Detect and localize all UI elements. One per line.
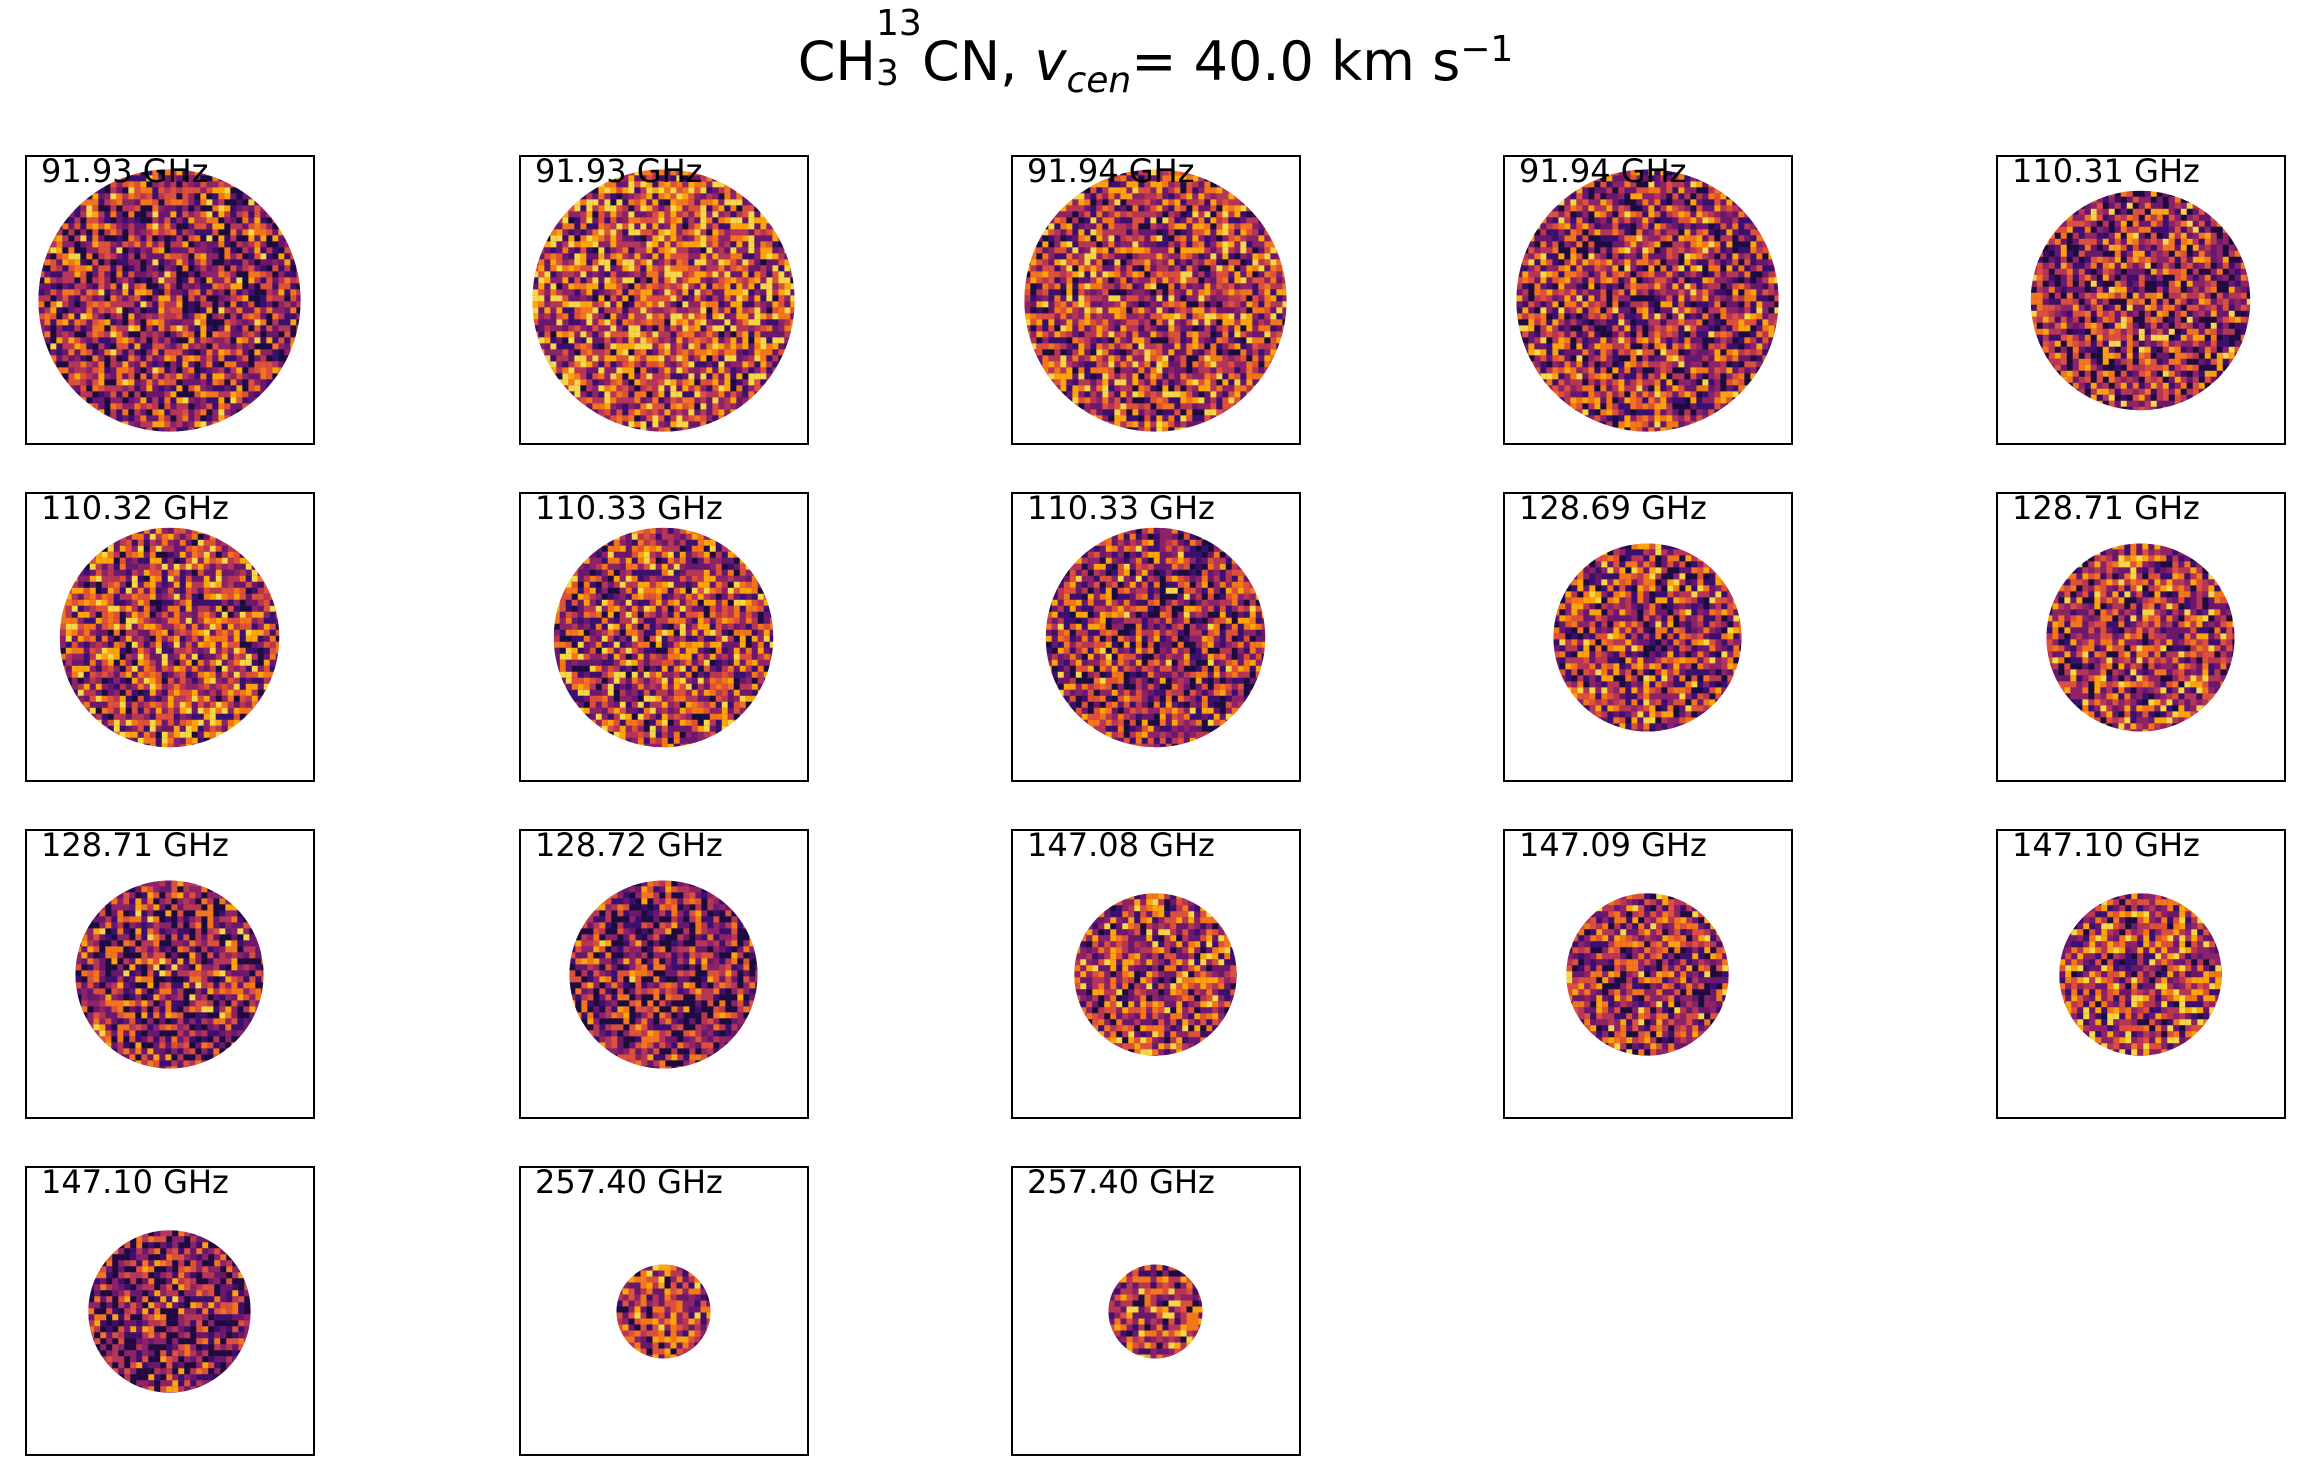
channel-map-panel: 147.08 GHz — [1011, 829, 1301, 1119]
noise-disk — [38, 169, 301, 432]
noise-disk — [1074, 893, 1237, 1056]
panel-frequency-label: 110.31 GHz — [2012, 155, 2200, 190]
noise-disk — [532, 169, 795, 432]
channel-map-panel: 147.10 GHz — [25, 1166, 315, 1456]
channel-map-panel: 91.93 GHz — [519, 155, 809, 445]
noise-disk — [75, 880, 264, 1069]
noise-disk — [2059, 893, 2222, 1056]
panel-frequency-label: 147.09 GHz — [1519, 829, 1707, 864]
panel-frequency-label: 110.32 GHz — [41, 492, 229, 527]
emission-map-image — [1024, 169, 1287, 432]
figure-title: CH 13 3 CN, vcen= 40.0 km s−1 — [0, 6, 2311, 102]
title-velocity-symbol: v — [1034, 30, 1067, 93]
panel-frequency-label: 128.71 GHz — [41, 829, 229, 864]
panel-frequency-label: 257.40 GHz — [535, 1166, 723, 1201]
emission-map-image — [2030, 190, 2251, 411]
channel-map-panel: 91.94 GHz — [1011, 155, 1301, 445]
emission-map-image — [2046, 543, 2235, 732]
channel-map-panel: 128.71 GHz — [25, 829, 315, 1119]
panel-frequency-label: 91.94 GHz — [1519, 155, 1687, 190]
noise-disk — [569, 880, 758, 1069]
noise-disk — [59, 527, 280, 748]
noise-disk — [1566, 893, 1729, 1056]
emission-map-image — [532, 169, 795, 432]
noise-disk — [1108, 1264, 1203, 1359]
channel-map-panel: 257.40 GHz — [519, 1166, 809, 1456]
emission-map-image — [1108, 1264, 1203, 1359]
emission-map-image — [553, 527, 774, 748]
emission-map-image — [1553, 543, 1742, 732]
panel-frequency-label: 110.33 GHz — [1027, 492, 1215, 527]
emission-map-image — [1045, 527, 1266, 748]
panel-frequency-label: 128.71 GHz — [2012, 492, 2200, 527]
emission-map-image — [1516, 169, 1779, 432]
channel-map-panel: 147.09 GHz — [1503, 829, 1793, 1119]
panel-frequency-label: 257.40 GHz — [1027, 1166, 1215, 1201]
emission-map-image — [569, 880, 758, 1069]
title-isotope-superscript: 13 — [876, 3, 922, 44]
channel-map-panel: 110.31 GHz — [1996, 155, 2286, 445]
panel-frequency-label: 147.10 GHz — [41, 1166, 229, 1201]
emission-map-image — [2059, 893, 2222, 1056]
panel-frequency-label: 128.72 GHz — [535, 829, 723, 864]
noise-disk — [1024, 169, 1287, 432]
noise-disk — [2030, 190, 2251, 411]
panel-frequency-label: 128.69 GHz — [1519, 492, 1707, 527]
title-unit-exponent: −1 — [1460, 29, 1514, 70]
channel-map-panel: 91.93 GHz — [25, 155, 315, 445]
panel-frequency-label: 147.08 GHz — [1027, 829, 1215, 864]
title-equals: = — [1131, 30, 1177, 93]
title-isotope-stack: 13 3 — [876, 6, 922, 92]
panel-frequency-label: 110.33 GHz — [535, 492, 723, 527]
emission-map-image — [1566, 893, 1729, 1056]
emission-map-image — [616, 1264, 711, 1359]
noise-disk — [1553, 543, 1742, 732]
panel-frequency-label: 91.94 GHz — [1027, 155, 1195, 190]
title-molecule-tail: CN, — [922, 30, 1018, 93]
noise-disk — [1045, 527, 1266, 748]
emission-map-image — [1074, 893, 1237, 1056]
emission-map-image — [38, 169, 301, 432]
panel-frequency-label: 91.93 GHz — [41, 155, 209, 190]
channel-map-panel: 257.40 GHz — [1011, 1166, 1301, 1456]
title-molecule-base: CH — [797, 30, 877, 93]
emission-map-image — [59, 527, 280, 748]
channel-map-panel: 91.94 GHz — [1503, 155, 1793, 445]
emission-map-image — [88, 1230, 251, 1393]
channel-map-panel: 147.10 GHz — [1996, 829, 2286, 1119]
emission-map-image — [75, 880, 264, 1069]
channel-map-panel: 110.33 GHz — [1011, 492, 1301, 782]
channel-map-panel: 110.33 GHz — [519, 492, 809, 782]
channel-map-panel: 128.72 GHz — [519, 829, 809, 1119]
title-velocity-subscript: cen — [1066, 59, 1132, 101]
channel-map-panel: 110.32 GHz — [25, 492, 315, 782]
panel-frequency-label: 91.93 GHz — [535, 155, 703, 190]
noise-disk — [553, 527, 774, 748]
noise-disk — [616, 1264, 711, 1359]
title-velocity-value: 40.0 km s — [1193, 30, 1461, 93]
panel-frequency-label: 147.10 GHz — [2012, 829, 2200, 864]
channel-map-panel: 128.69 GHz — [1503, 492, 1793, 782]
noise-disk — [1516, 169, 1779, 432]
noise-disk — [2046, 543, 2235, 732]
channel-map-panel: 128.71 GHz — [1996, 492, 2286, 782]
title-hydrogen-subscript: 3 — [876, 53, 899, 94]
noise-disk — [88, 1230, 251, 1393]
